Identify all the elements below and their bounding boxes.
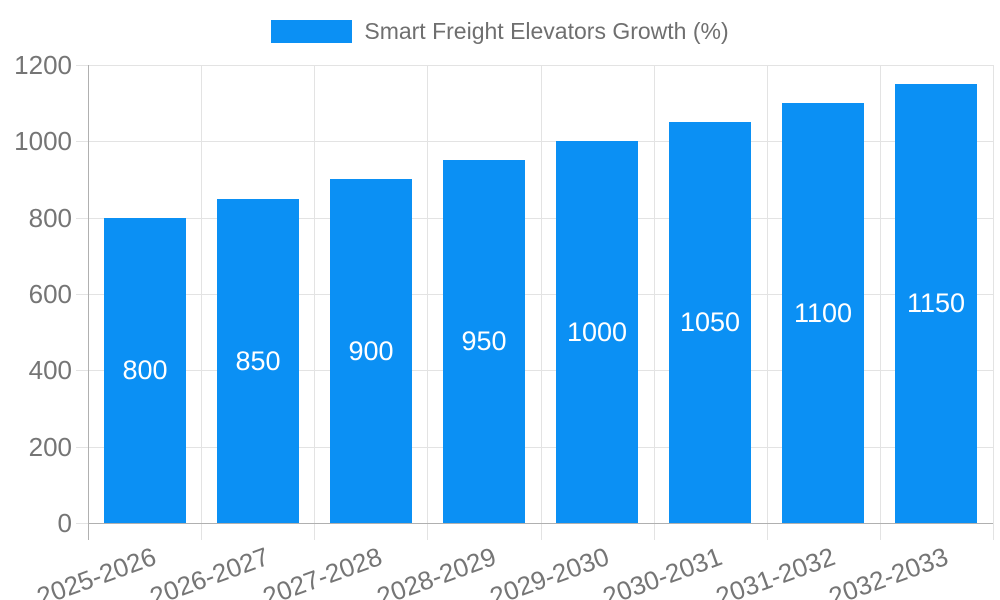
y-axis-label: 600	[28, 279, 72, 309]
gridline-horizontal	[76, 294, 993, 295]
x-axis-label: 2031-2032	[711, 541, 839, 600]
bar-value-label: 1050	[679, 307, 741, 337]
x-axis-label: 2032-2033	[824, 541, 953, 600]
bar[interactable]: 1100	[782, 103, 864, 523]
gridline-vertical	[880, 65, 881, 540]
gridline-vertical	[767, 65, 768, 540]
bar-value-label: 850	[235, 345, 281, 376]
gridline-vertical	[314, 65, 315, 540]
gridline-vertical	[427, 65, 428, 540]
x-axis-label: 2030-2031	[598, 541, 726, 600]
y-axis-label: 1200	[14, 50, 72, 80]
y-axis-label: 0	[57, 508, 72, 538]
gridline-horizontal	[76, 141, 993, 142]
bar[interactable]: 850	[217, 199, 299, 523]
legend-series-label: Smart Freight Elevators Growth (%)	[364, 18, 729, 44]
y-axis-label: 400	[28, 355, 72, 385]
x-axis-label: 2029-2030	[485, 541, 613, 600]
bar[interactable]: 1150	[895, 84, 977, 523]
gridline-horizontal	[76, 370, 993, 371]
gridline-horizontal	[76, 218, 993, 219]
x-axis-label: 2025-2026	[33, 541, 161, 600]
gridline-horizontal	[76, 447, 993, 448]
y-axis-label: 800	[28, 203, 72, 233]
legend[interactable]: Smart Freight Elevators Growth (%)	[0, 18, 1000, 45]
bar-value-label: 800	[122, 355, 168, 385]
y-axis-tick	[76, 523, 88, 524]
x-axis-label: 2027-2028	[259, 541, 387, 600]
gridline-horizontal	[76, 65, 993, 66]
x-axis-label: 2026-2027	[146, 541, 274, 600]
legend-color-swatch	[271, 20, 353, 43]
gridline-vertical	[541, 65, 542, 540]
bar[interactable]: 900	[330, 179, 412, 523]
bar[interactable]: 1000	[556, 141, 638, 523]
bar[interactable]: 800	[104, 218, 186, 523]
y-axis-label: 200	[28, 432, 72, 462]
y-axis-line	[88, 65, 89, 540]
bar-value-label: 900	[348, 335, 394, 366]
bar[interactable]: 1050	[669, 122, 751, 523]
y-axis-label: 1000	[14, 126, 72, 156]
bar-value-label: 1000	[566, 316, 628, 347]
gridline-vertical	[654, 65, 655, 540]
bar-value-label: 1150	[906, 288, 966, 318]
gridline-vertical	[201, 65, 202, 540]
gridline-vertical	[993, 65, 994, 540]
x-axis-line	[88, 523, 993, 524]
x-axis-label: 2028-2029	[372, 541, 500, 600]
bar-value-label: 950	[461, 326, 507, 356]
bar[interactable]: 950	[443, 160, 525, 523]
bar-value-label: 1100	[793, 297, 853, 328]
